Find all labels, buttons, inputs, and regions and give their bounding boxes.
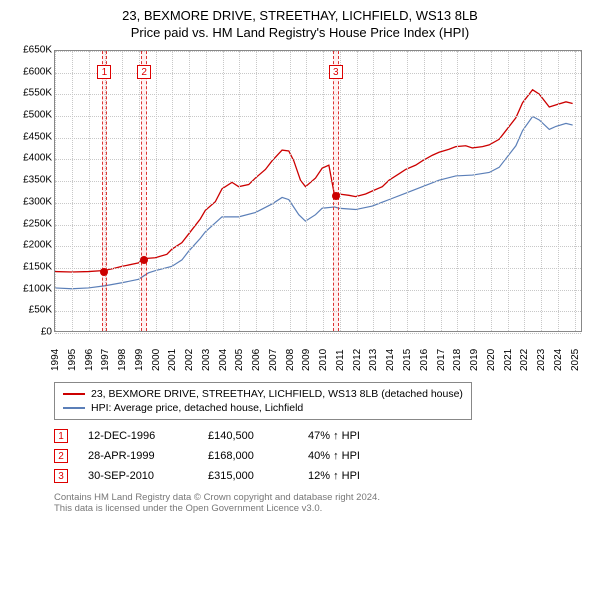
x-tick-label: 2006 xyxy=(251,349,262,371)
x-tick-label: 1998 xyxy=(117,349,128,371)
plot-region: 1 2 3 xyxy=(54,50,582,332)
x-tick-label: 2010 xyxy=(318,349,329,371)
sale-marker-band xyxy=(333,51,339,331)
x-tick-label: 2007 xyxy=(268,349,279,371)
y-tick-label: £350K xyxy=(10,175,52,186)
footer-line2: This data is licensed under the Open Gov… xyxy=(54,503,590,514)
sale-marker-number: 2 xyxy=(137,65,151,79)
x-tick-label: 1994 xyxy=(50,349,61,371)
x-tick-label: 2003 xyxy=(201,349,212,371)
legend-item: HPI: Average price, detached house, Lich… xyxy=(63,401,463,415)
x-tick-label: 2020 xyxy=(486,349,497,371)
y-tick-label: £500K xyxy=(10,110,52,121)
y-tick-label: £600K xyxy=(10,66,52,77)
y-tick-label: £300K xyxy=(10,196,52,207)
y-tick-label: £650K xyxy=(10,45,52,56)
x-tick-label: 2004 xyxy=(218,349,229,371)
x-tick-label: 2000 xyxy=(151,349,162,371)
sale-row-pct: 47% ↑ HPI xyxy=(308,430,360,442)
sale-row-price: £168,000 xyxy=(208,450,288,462)
y-tick-label: £400K xyxy=(10,153,52,164)
sale-row-number: 1 xyxy=(54,429,68,443)
y-tick-label: £200K xyxy=(10,240,52,251)
y-tick-label: £250K xyxy=(10,218,52,229)
x-tick-label: 2014 xyxy=(385,349,396,371)
x-tick-label: 2019 xyxy=(469,349,480,371)
x-tick-label: 2018 xyxy=(452,349,463,371)
sale-row-date: 30-SEP-2010 xyxy=(88,470,188,482)
sales-table: 1 12-DEC-1996 £140,500 47% ↑ HPI 2 28-APR-199… xyxy=(54,426,590,486)
title-subtitle: Price paid vs. HM Land Registry's House … xyxy=(10,25,590,40)
sale-row-pct: 12% ↑ HPI xyxy=(308,470,360,482)
x-tick-label: 2016 xyxy=(419,349,430,371)
sale-row-price: £140,500 xyxy=(208,430,288,442)
legend-item: 23, BEXMORE DRIVE, STREETHAY, LICHFIELD,… xyxy=(63,387,463,401)
x-tick-label: 2025 xyxy=(570,349,581,371)
x-tick-label: 2012 xyxy=(352,349,363,371)
sale-row: 3 30-SEP-2010 £315,000 12% ↑ HPI xyxy=(54,466,590,486)
x-tick-label: 1997 xyxy=(100,349,111,371)
x-tick-label: 2015 xyxy=(402,349,413,371)
y-tick-label: £450K xyxy=(10,131,52,142)
x-tick-label: 2008 xyxy=(285,349,296,371)
sale-row-pct: 40% ↑ HPI xyxy=(308,450,360,462)
y-tick-label: £550K xyxy=(10,88,52,99)
x-tick-label: 2009 xyxy=(301,349,312,371)
x-tick-label: 2013 xyxy=(368,349,379,371)
sale-marker-band xyxy=(102,51,108,331)
sale-row: 2 28-APR-1999 £168,000 40% ↑ HPI xyxy=(54,446,590,466)
legend-box: 23, BEXMORE DRIVE, STREETHAY, LICHFIELD,… xyxy=(54,382,472,420)
y-tick-label: £100K xyxy=(10,283,52,294)
sale-marker-number: 3 xyxy=(329,65,343,79)
footer-attribution: Contains HM Land Registry data © Crown c… xyxy=(54,492,590,514)
x-tick-label: 1995 xyxy=(67,349,78,371)
y-tick-label: £50K xyxy=(10,305,52,316)
sale-row-date: 12-DEC-1996 xyxy=(88,430,188,442)
title-block: 23, BEXMORE DRIVE, STREETHAY, LICHFIELD,… xyxy=(10,8,590,40)
x-tick-label: 2023 xyxy=(536,349,547,371)
legend-label: 23, BEXMORE DRIVE, STREETHAY, LICHFIELD,… xyxy=(91,388,463,400)
x-tick-label: 2011 xyxy=(335,349,346,371)
sale-row-number: 3 xyxy=(54,469,68,483)
y-tick-label: £0 xyxy=(10,327,52,338)
legend-swatch xyxy=(63,407,85,409)
legend-swatch xyxy=(63,393,85,395)
x-tick-label: 2017 xyxy=(436,349,447,371)
sale-row: 1 12-DEC-1996 £140,500 47% ↑ HPI xyxy=(54,426,590,446)
chart-container: 23, BEXMORE DRIVE, STREETHAY, LICHFIELD,… xyxy=(0,0,600,590)
y-tick-label: £150K xyxy=(10,261,52,272)
sale-row-price: £315,000 xyxy=(208,470,288,482)
sale-row-number: 2 xyxy=(54,449,68,463)
x-tick-label: 2005 xyxy=(234,349,245,371)
sale-marker-number: 1 xyxy=(97,65,111,79)
x-tick-label: 2002 xyxy=(184,349,195,371)
chart-area: £0 £50K £100K £150K £200K £250K £300K £350K £400… xyxy=(10,46,590,376)
legend-label: HPI: Average price, detached house, Lich… xyxy=(91,402,303,414)
sale-marker-band xyxy=(141,51,147,331)
x-tick-label: 2024 xyxy=(553,349,564,371)
x-tick-label: 2022 xyxy=(519,349,530,371)
x-tick-label: 1999 xyxy=(134,349,145,371)
sale-row-date: 28-APR-1999 xyxy=(88,450,188,462)
title-address: 23, BEXMORE DRIVE, STREETHAY, LICHFIELD,… xyxy=(10,8,590,23)
x-tick-label: 2021 xyxy=(503,349,514,371)
x-tick-label: 2001 xyxy=(167,349,178,371)
footer-line1: Contains HM Land Registry data © Crown c… xyxy=(54,492,590,503)
x-tick-label: 1996 xyxy=(84,349,95,371)
